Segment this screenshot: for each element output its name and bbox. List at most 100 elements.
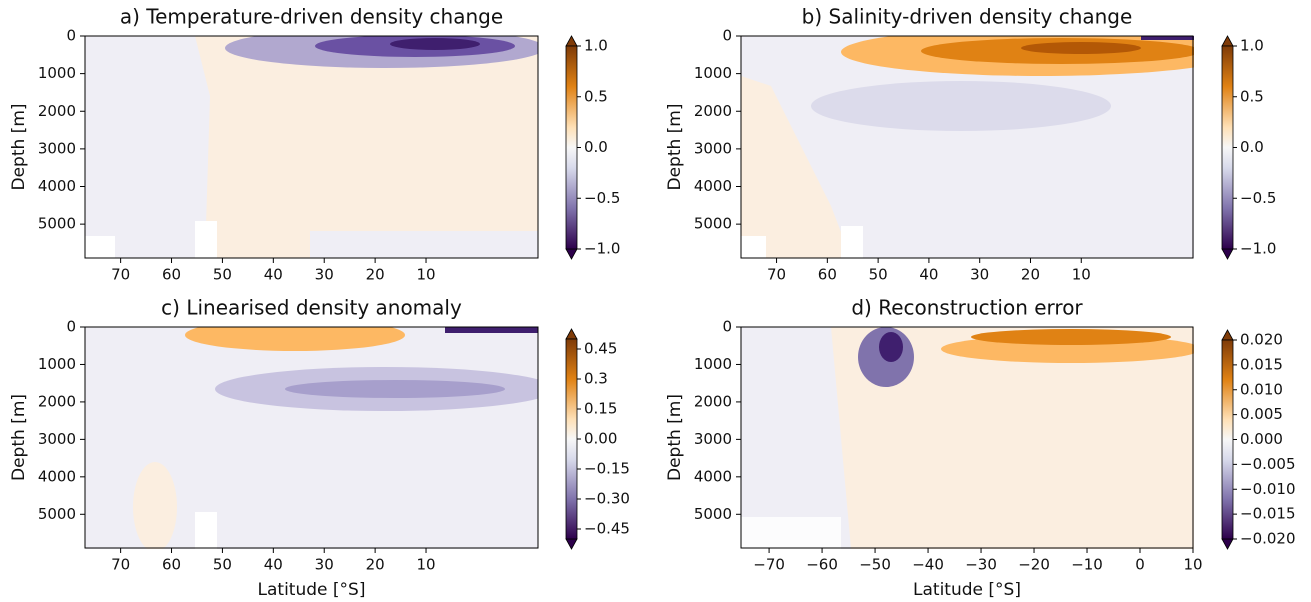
colorbar-tick-label: −0.005	[1240, 455, 1296, 473]
y-tick-label: 1000	[38, 355, 76, 373]
colorbar-extend	[1221, 35, 1234, 47]
colorbar-tick-label: −1.0	[1240, 240, 1276, 258]
y-tick-label: 4000	[38, 177, 76, 195]
axes-frame	[84, 326, 539, 549]
panel-title: a) Temperature-driven density change	[120, 5, 503, 29]
colorbar-tick-label: −0.010	[1240, 480, 1296, 498]
y-tick-label: 5000	[38, 505, 76, 523]
x-tick-label: 20	[1021, 266, 1040, 284]
y-tick-label: 4000	[694, 467, 732, 485]
contour-field	[741, 36, 1194, 258]
colorbar-tick-label: −0.15	[584, 460, 630, 478]
axes-frame	[84, 35, 539, 259]
y-tick-label: 0	[722, 27, 732, 45]
x-tick-label: 40	[919, 266, 938, 284]
y-tick-label: 5000	[38, 215, 76, 233]
x-tick-label: 60	[162, 266, 181, 284]
x-tick-label: −60	[806, 556, 838, 574]
colorbar	[1221, 339, 1234, 540]
x-tick-label: 50	[213, 266, 232, 284]
x-axis-label: Latitude [°S]	[913, 580, 1021, 600]
colorbar-tick-label: 0.020	[1240, 331, 1283, 349]
x-tick-label: 30	[315, 556, 334, 574]
y-tick-label: 5000	[694, 505, 732, 523]
colorbar-tick-label: −0.020	[1240, 530, 1296, 548]
x-tick-label: 20	[366, 266, 385, 284]
colorbar-tick-label: 0.5	[1240, 87, 1264, 105]
x-tick-label: 60	[162, 556, 181, 574]
colorbar-extend	[1221, 329, 1234, 341]
y-axis-label: Depth [m]	[665, 103, 685, 190]
x-tick-label: 20	[366, 556, 385, 574]
y-tick-label: 2000	[694, 102, 732, 120]
x-tick-label: 0	[1135, 556, 1145, 574]
x-tick-label: −30	[965, 556, 997, 574]
y-tick-label: 4000	[694, 177, 732, 195]
y-axis-label: Depth [m]	[9, 103, 29, 190]
y-tick-label: 3000	[38, 430, 76, 448]
colorbar-tick-label: −1.0	[584, 240, 620, 258]
colorbar-tick-label: 0.45	[584, 340, 617, 358]
y-tick-label: 1000	[38, 64, 76, 82]
y-tick-label: 0	[66, 318, 76, 336]
colorbar-tick-label: 0.005	[1240, 405, 1283, 423]
y-tick-label: 2000	[38, 102, 76, 120]
colorbar-tick-label: 1.0	[1240, 37, 1264, 55]
colorbar-tick-label: 0.015	[1240, 355, 1283, 373]
colorbar-tick-label: −0.30	[584, 490, 630, 508]
panel-title: d) Reconstruction error	[851, 296, 1083, 320]
y-tick-label: 3000	[694, 139, 732, 157]
y-tick-label: 2000	[38, 392, 76, 410]
colorbar-extend	[1221, 248, 1234, 260]
colorbar	[1221, 45, 1234, 250]
x-tick-label: −70	[753, 556, 785, 574]
colorbar-tick-label: 0.0	[1240, 138, 1264, 156]
colorbar-extend	[1221, 538, 1234, 550]
axes-frame	[740, 326, 1194, 549]
x-tick-label: 10	[1183, 556, 1202, 574]
x-tick-label: −40	[912, 556, 944, 574]
y-tick-label: 2000	[694, 392, 732, 410]
x-tick-label: 10	[416, 266, 435, 284]
colorbar-tick-label: −0.5	[1240, 189, 1276, 207]
contour-field	[85, 327, 538, 549]
axes-frame	[740, 35, 1194, 259]
colorbar-tick-label: 0.010	[1240, 380, 1283, 398]
x-tick-label: 50	[213, 556, 232, 574]
y-axis-label: Depth [m]	[9, 394, 29, 481]
x-tick-label: 70	[111, 556, 130, 574]
x-tick-label: 70	[767, 266, 786, 284]
colorbar	[565, 45, 578, 250]
x-axis-label: Latitude [°S]	[258, 580, 366, 600]
colorbar-tick-label: 0.3	[584, 370, 608, 388]
panel-title: b) Salinity-driven density change	[802, 5, 1133, 29]
panel-title: c) Linearised density anomaly	[161, 296, 462, 320]
colorbar-extend	[565, 35, 578, 47]
x-tick-label: 50	[869, 266, 888, 284]
colorbar-tick-label: 0.0	[584, 138, 608, 156]
y-tick-label: 1000	[694, 64, 732, 82]
x-tick-label: 30	[315, 266, 334, 284]
colorbar-extend	[565, 248, 578, 260]
x-tick-label: 40	[264, 556, 283, 574]
contour-field	[741, 327, 1194, 549]
x-tick-label: −20	[1018, 556, 1050, 574]
y-tick-label: 3000	[38, 139, 76, 157]
colorbar-tick-label: 0.000	[1240, 430, 1283, 448]
colorbar	[565, 338, 578, 540]
colorbar-tick-label: −0.015	[1240, 505, 1296, 523]
x-tick-label: −50	[859, 556, 891, 574]
x-tick-label: 40	[264, 266, 283, 284]
y-axis-label: Depth [m]	[665, 394, 685, 481]
y-tick-label: 5000	[694, 215, 732, 233]
x-tick-label: 10	[1072, 266, 1091, 284]
colorbar-extend	[565, 328, 578, 340]
y-tick-label: 4000	[38, 467, 76, 485]
y-tick-label: 0	[722, 318, 732, 336]
colorbar-tick-label: −0.5	[584, 189, 620, 207]
colorbar-tick-label: 1.0	[584, 37, 608, 55]
y-tick-label: 3000	[694, 430, 732, 448]
colorbar-extend	[565, 538, 578, 550]
x-tick-label: −10	[1071, 556, 1103, 574]
